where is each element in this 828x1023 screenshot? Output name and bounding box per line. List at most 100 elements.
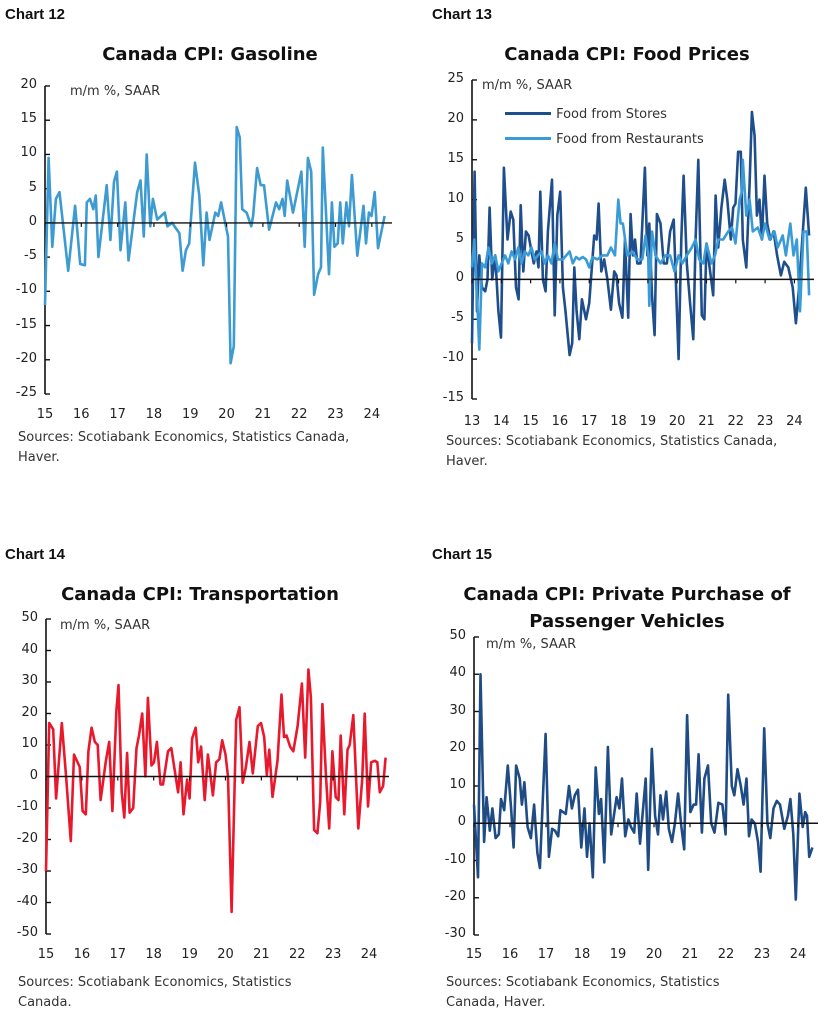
x-tick-label: 15: [36, 407, 54, 422]
chart-13-label: Chart 13: [432, 6, 493, 23]
x-tick-label: 20: [645, 947, 663, 962]
y-tick-label: 10: [21, 736, 38, 751]
x-tick-label: 21: [253, 947, 270, 962]
x-tick-label: 23: [327, 407, 344, 422]
chart-12-source: Sources: Scotiabank Economics, Statistic…: [18, 430, 350, 465]
y-tick-label: 5: [28, 179, 37, 195]
y-tick-label: 5: [455, 230, 464, 246]
y-tick-label: 50: [449, 628, 466, 643]
chart-14-source: Sources: Scotiabank Economics, Statistic…: [18, 975, 292, 1010]
legend-label: Food from Stores: [556, 107, 667, 122]
x-tick-label: 21: [254, 407, 272, 422]
x-tick-label: 17: [580, 414, 598, 429]
y-tick-label: 20: [447, 110, 464, 126]
x-tick-label: 22: [727, 414, 745, 429]
x-tick-label: 23: [753, 947, 771, 962]
x-tick-label: 15: [465, 947, 483, 962]
y-tick-label: 15: [20, 111, 37, 127]
y-tick-label: -10: [444, 851, 466, 867]
y-tick-label: 0: [28, 213, 37, 229]
x-tick-label: 22: [288, 947, 306, 962]
y-tick-label: -20: [444, 888, 466, 904]
x-tick-label: 13: [463, 414, 481, 429]
x-tick-label: 18: [145, 947, 162, 962]
y-tick-label: 40: [449, 665, 466, 681]
y-tick-label: 10: [447, 190, 464, 206]
y-tick-label: -25: [15, 385, 37, 400]
y-tick-label: 0: [457, 814, 466, 830]
y-tick-label: 0: [455, 270, 464, 286]
y-tick-label: 40: [21, 641, 38, 657]
x-tick-label: 16: [551, 414, 569, 429]
legend-item-food-from-restaurants: Food from Restaurants: [505, 128, 704, 147]
x-tick-label: 19: [639, 414, 657, 429]
y-tick-label: 30: [449, 702, 466, 718]
y-tick-label: 0: [29, 767, 38, 783]
y-tick-label: 20: [449, 739, 466, 755]
legend-swatch-restaurants: [505, 137, 551, 140]
chart-14-label: Chart 14: [5, 546, 66, 563]
x-tick-label: 17: [109, 947, 127, 962]
y-tick-label: -20: [15, 350, 37, 366]
x-tick-label: 16: [501, 947, 519, 962]
chart-13-title: Canada CPI: Food Prices: [504, 44, 750, 65]
x-tick-label: 16: [73, 947, 91, 962]
x-tick-label: 14: [493, 414, 510, 429]
x-tick-label: 19: [181, 407, 199, 422]
x-tick-label: 18: [610, 414, 627, 429]
chart-12-title: Canada CPI: Gasoline: [102, 44, 318, 65]
chart-15-source: Sources: Scotiabank Economics, Statistic…: [446, 975, 720, 1010]
y-tick-label: -20: [16, 830, 38, 846]
y-tick-label: -30: [16, 862, 38, 877]
x-tick-label: 15: [37, 947, 55, 962]
series-line-1: [44, 668, 387, 914]
series-line-1: [472, 673, 814, 901]
y-tick-label: 20: [20, 77, 37, 92]
y-tick-label: 25: [447, 71, 464, 86]
x-tick-label: 18: [573, 947, 591, 962]
y-tick-label: 10: [449, 777, 466, 792]
x-tick-label: 19: [609, 947, 627, 962]
chart-15-title: Canada CPI: Private Purchase of Passenge…: [463, 584, 791, 632]
chart-12-label: Chart 12: [5, 6, 66, 23]
x-tick-label: 18: [145, 407, 163, 422]
y-tick-label: 30: [21, 673, 38, 688]
chart-13-source: Sources: Scotiabank Economics, Statistic…: [446, 434, 778, 469]
x-tick-label: 23: [756, 414, 774, 429]
x-tick-label: 24: [360, 947, 378, 962]
x-tick-label: 22: [290, 407, 308, 422]
series-line-food-from-stores: [470, 110, 811, 361]
x-tick-label: 22: [717, 947, 735, 962]
y-tick-label: 50: [21, 610, 38, 625]
y-tick-label: -15: [442, 390, 464, 405]
x-tick-label: 24: [786, 414, 803, 429]
y-tick-label: -30: [444, 926, 466, 941]
y-tick-label: 20: [21, 704, 38, 720]
x-tick-label: 20: [217, 947, 234, 962]
x-tick-label: 15: [522, 414, 539, 429]
chart-14-title: Canada CPI: Transportation: [61, 584, 339, 605]
legend-item-food-from-stores: Food from Stores: [505, 103, 667, 122]
x-tick-label: 24: [363, 407, 381, 422]
chart-15-unit-label: m/m %, SAAR: [486, 637, 577, 652]
y-tick-label: 10: [20, 145, 37, 161]
x-tick-label: 24: [789, 947, 807, 962]
y-tick-label: -10: [16, 799, 38, 814]
legend-swatch-stores: [505, 112, 551, 115]
y-tick-label: -50: [16, 925, 38, 940]
x-tick-label: 17: [537, 947, 555, 962]
legend-label: Food from Restaurants: [556, 132, 704, 147]
x-tick-label: 19: [181, 947, 198, 962]
x-tick-label: 21: [681, 947, 699, 962]
x-tick-label: 20: [218, 407, 235, 422]
chart-14-unit-label: m/m %, SAAR: [60, 618, 151, 633]
x-tick-label: 20: [668, 414, 686, 429]
chart-12-unit-label: m/m %, SAAR: [70, 84, 161, 99]
series-line-food-from-restaurants: [470, 158, 811, 351]
y-tick-label: -15: [15, 316, 37, 332]
y-tick-label: -40: [16, 893, 38, 909]
series-line-1: [43, 125, 386, 365]
x-tick-label: 17: [109, 407, 126, 422]
y-tick-label: -10: [15, 282, 37, 298]
